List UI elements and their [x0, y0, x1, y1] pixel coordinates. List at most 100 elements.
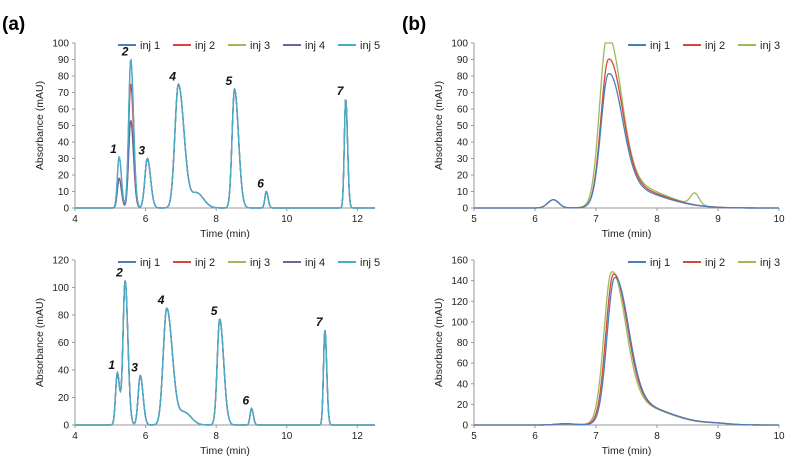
peak-label: 6	[242, 394, 249, 408]
peak-label: 1	[108, 358, 115, 372]
y-tick-label: 10	[58, 187, 70, 198]
series-line-inj-2	[474, 58, 779, 209]
y-tick-label: 30	[58, 154, 70, 165]
x-tick-label: 7	[593, 214, 599, 225]
y-tick-label: 60	[58, 338, 70, 349]
peak-label: 7	[337, 84, 345, 98]
y-tick-label: 20	[58, 171, 70, 182]
x-tick-label: 10	[281, 214, 293, 225]
y-tick-label: 20	[457, 171, 469, 182]
y-tick-label: 60	[457, 359, 469, 370]
y-tick-label: 10	[457, 187, 469, 198]
y-tick-label: 40	[58, 366, 70, 377]
x-tick-label: 6	[532, 214, 538, 225]
legend-entry: inj 2	[705, 257, 725, 269]
panel-label-a: (a)	[2, 14, 25, 35]
legend-entry: inj 2	[195, 40, 215, 52]
legend-entry: inj 2	[705, 40, 725, 52]
y-tick-label: 50	[457, 121, 469, 132]
peak-label: 7	[316, 315, 324, 329]
y-axis-title: Absorbance (mAU)	[433, 298, 445, 387]
series-line-inj-1	[75, 280, 375, 426]
legend-entry: inj 1	[650, 257, 670, 269]
legend-entry: inj 1	[140, 257, 160, 269]
chart-b-top: 0 10 20 30 40 50 60 70 80 90 100 5 6 7 8 9 10 Time (min) A…	[433, 39, 785, 241]
legend-entry: inj 4	[305, 40, 325, 52]
legend-entry: inj 5	[360, 257, 380, 269]
y-tick-label: 80	[457, 338, 469, 349]
peak-label: 1	[110, 142, 117, 156]
y-tick-label: 0	[462, 204, 468, 215]
series-line-inj-4	[75, 83, 375, 209]
x-tick-label: 6	[143, 431, 149, 442]
series-line-inj-5	[75, 58, 375, 209]
y-tick-label: 120	[52, 256, 69, 267]
legend-entry: inj 3	[760, 40, 780, 52]
legend-entry: inj 1	[140, 40, 160, 52]
peak-label: 4	[157, 293, 165, 307]
series-line-inj-3	[75, 83, 375, 209]
peak-label: 5	[226, 74, 233, 88]
y-tick-label: 90	[58, 55, 70, 66]
x-tick-label: 4	[72, 214, 78, 225]
y-tick-label: 0	[63, 421, 69, 432]
legend-entry: inj 3	[760, 257, 780, 269]
series-line-inj-1	[474, 72, 779, 209]
y-tick-label: 40	[457, 138, 469, 149]
x-axis-title: Time (min)	[602, 228, 652, 240]
x-tick-label: 7	[593, 431, 599, 442]
y-tick-label: 90	[457, 55, 469, 66]
series-line-inj-5	[75, 280, 375, 426]
series-line-inj-4	[75, 280, 375, 426]
y-tick-label: 50	[58, 121, 70, 132]
y-tick-label: 100	[451, 39, 468, 50]
peak-label: 2	[115, 266, 123, 280]
y-tick-label: 20	[58, 393, 70, 404]
x-tick-label: 10	[773, 431, 785, 442]
legend-entry: inj 2	[195, 257, 215, 269]
y-tick-label: 70	[58, 88, 70, 99]
series-line-inj-3	[474, 271, 779, 426]
x-tick-label: 6	[532, 431, 538, 442]
y-tick-label: 60	[457, 105, 469, 116]
series-line-inj-1	[474, 276, 779, 426]
x-tick-label: 8	[654, 431, 660, 442]
x-tick-label: 12	[352, 431, 364, 442]
legend-entry: inj 1	[650, 40, 670, 52]
y-tick-label: 70	[457, 88, 469, 99]
peak-label: 4	[168, 69, 176, 83]
y-axis-title: Absorbance (mAU)	[34, 81, 46, 170]
peak-label: 3	[138, 144, 145, 158]
x-tick-label: 8	[213, 431, 219, 442]
series-line-inj-3	[75, 280, 375, 426]
x-tick-label: 12	[352, 214, 364, 225]
y-tick-label: 40	[457, 379, 469, 390]
x-tick-label: 6	[143, 214, 149, 225]
peak-label: 3	[131, 361, 138, 375]
x-axis-title: Time (min)	[602, 445, 652, 457]
series-line-inj-2	[75, 280, 375, 426]
legend-entry: inj 5	[360, 40, 380, 52]
y-tick-label: 100	[52, 283, 69, 294]
x-tick-label: 8	[213, 214, 219, 225]
y-tick-label: 80	[58, 311, 70, 322]
panel-label-b: (b)	[402, 14, 426, 35]
series-line-inj-2	[75, 83, 375, 209]
legend-entry: inj 3	[250, 40, 270, 52]
y-tick-label: 80	[58, 72, 70, 83]
y-tick-label: 100	[52, 39, 69, 50]
x-tick-label: 10	[773, 214, 785, 225]
x-tick-label: 8	[654, 214, 660, 225]
x-tick-label: 9	[715, 214, 721, 225]
y-tick-label: 0	[63, 204, 69, 215]
series-line-inj-2	[474, 273, 779, 426]
y-tick-label: 140	[451, 276, 468, 287]
y-axis-title: Absorbance (mAU)	[433, 81, 445, 170]
x-tick-label: 4	[72, 431, 78, 442]
y-tick-label: 0	[462, 421, 468, 432]
y-axis-title: Absorbance (mAU)	[34, 298, 46, 387]
legend-entry: inj 4	[305, 257, 325, 269]
